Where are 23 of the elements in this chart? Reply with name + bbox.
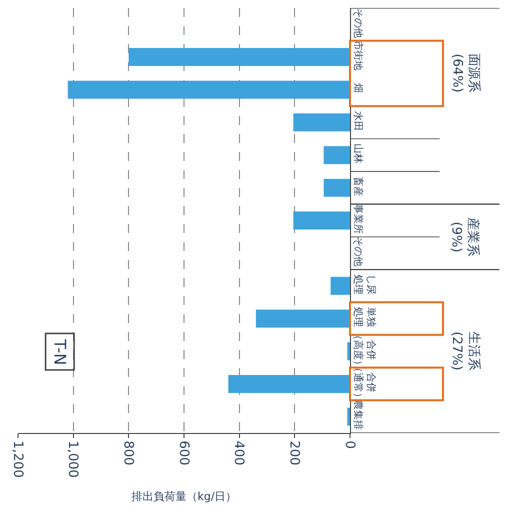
text: 産業系 (9%) xyxy=(448,218,482,257)
y-tick-label: 山林 xyxy=(352,144,364,164)
text: 面源系 (64%) xyxy=(449,54,482,93)
y-tick-label: 事業所 xyxy=(352,204,364,234)
x-tick-label: 200 xyxy=(286,440,302,466)
y-tick-label: その他 xyxy=(352,236,364,267)
x-axis-title: 排出負荷量（kg/日） xyxy=(131,490,237,504)
x-tick-label: 600 xyxy=(176,440,191,466)
annotation: T-N xyxy=(50,338,70,366)
y-tick-label: 単独処理 xyxy=(352,307,377,328)
y-tick-label: 畑 xyxy=(352,83,364,94)
y-tick-label: 畜産 xyxy=(352,176,364,196)
y-tick-label: 水田 xyxy=(352,110,364,131)
x-tick-label: 1,200 xyxy=(10,440,25,478)
x-tick-label: 400 xyxy=(231,440,246,466)
x-tick-label: 1,000 xyxy=(65,440,80,478)
text: 生活系 (27%) xyxy=(449,331,482,371)
y-tick-label: 農集排 xyxy=(352,400,364,430)
y-tick-label: 市街地 xyxy=(352,40,364,71)
y-tick-label: し尿処理 xyxy=(352,274,376,294)
x-tick-label: 0 xyxy=(342,440,357,449)
y-tick-label: その他 xyxy=(352,8,364,38)
x-tick-label: 800 xyxy=(120,440,136,466)
